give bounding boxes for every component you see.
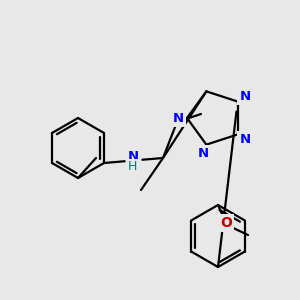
- Text: N: N: [198, 147, 209, 160]
- Text: N: N: [128, 150, 139, 163]
- Text: O: O: [220, 216, 232, 230]
- Text: N: N: [239, 90, 250, 103]
- Text: N: N: [172, 112, 184, 124]
- Text: H: H: [128, 160, 137, 173]
- Text: N: N: [239, 133, 250, 146]
